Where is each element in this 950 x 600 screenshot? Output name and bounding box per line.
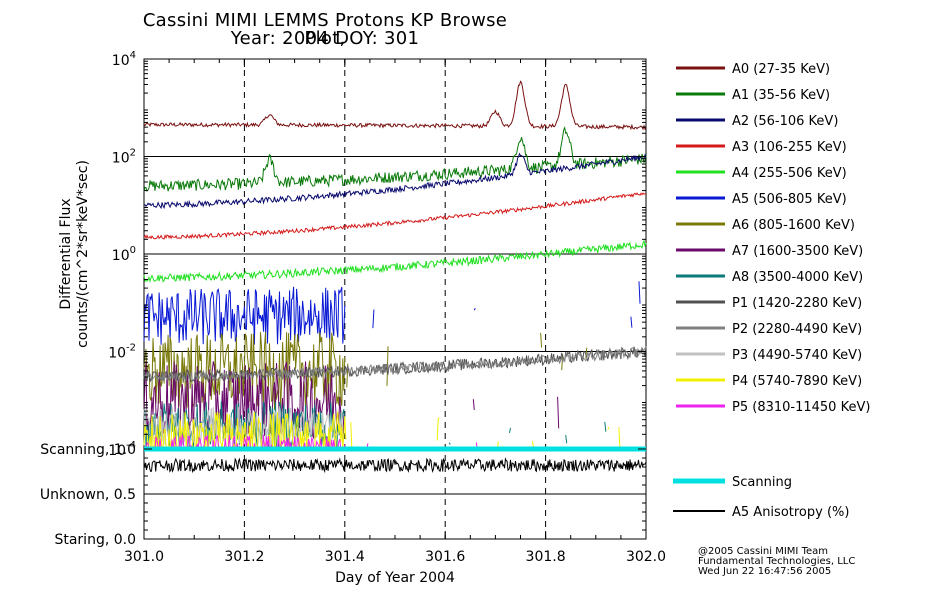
flux-series-line xyxy=(143,80,647,131)
legend-label: P4 (5740-7890 KeV) xyxy=(732,374,862,389)
credit-line1: @2005 Cassini MIMI Team xyxy=(698,546,828,557)
legend: A0 (27-35 KeV) A1 (35-56 KeV) A2 (56-106 K… xyxy=(673,62,870,520)
legend-label: A5 Anisotropy (%) xyxy=(732,505,849,520)
x-tick-label: 301.6 xyxy=(425,549,465,565)
legend-label: A0 (27-35 KeV) xyxy=(732,62,830,77)
legend-label: P5 (8310-11450 KeV) xyxy=(732,400,870,415)
flux-series-line xyxy=(143,346,647,383)
mode-series-group xyxy=(143,446,647,474)
flux-series-line xyxy=(143,239,647,284)
x-tick-label: 301.2 xyxy=(224,549,264,565)
flux-series-group xyxy=(143,80,647,449)
flux-y-ticks: 104 102 100 10-2 10-4 xyxy=(108,50,646,459)
mode-y-tick-label: Scanning, 1.0 xyxy=(40,442,136,458)
x-tick-label: 301.8 xyxy=(526,549,566,565)
flux-series-line xyxy=(143,192,647,240)
chart-title-line2: Year: 2004 DOY: 301 xyxy=(230,28,420,49)
legend-label: A2 (56-106 KeV) xyxy=(732,114,838,129)
x-tick-label: 301.0 xyxy=(124,549,164,565)
flux-series-line xyxy=(143,126,647,192)
y-tick-label: 100 xyxy=(112,245,136,264)
flux-series-line xyxy=(143,281,641,345)
x-ticks: 301.0 301.2 301.4 301.6 301.8 302.0 xyxy=(124,59,666,565)
flux-series-line xyxy=(143,152,647,210)
legend-label: A7 (1600-3500 KeV) xyxy=(732,244,863,259)
legend-label: A8 (3500-4000 KeV) xyxy=(732,270,863,285)
credit-line3: Wed Jun 22 16:47:56 2005 xyxy=(698,566,832,577)
x-axis-label: Day of Year 2004 xyxy=(335,570,455,586)
mode-y-tick-label: Staring, 0.0 xyxy=(54,532,136,548)
flux-horizontal-gridlines xyxy=(144,156,646,495)
legend-label: P2 (2280-4490 KeV) xyxy=(732,322,862,337)
x-tick-label: 301.4 xyxy=(325,549,365,565)
y-axis-label-line2: counts/(cm^2*sr*keV*sec) xyxy=(75,160,91,348)
legend-label: A6 (805-1600 KeV) xyxy=(732,218,855,233)
chart-title-line1: Cassini MIMI LEMMS Protons KP Browse Plo… xyxy=(142,10,508,49)
legend-label: P1 (1420-2280 KeV) xyxy=(732,296,862,311)
x-tick-label: 302.0 xyxy=(626,549,666,565)
mode-y-ticks: Scanning, 1.0 Unknown, 0.5 Staring, 0.0 xyxy=(40,442,646,548)
anisotropy-line xyxy=(143,457,647,474)
legend-label: A4 (255-506 KeV) xyxy=(732,166,847,181)
legend-label: Scanning xyxy=(732,475,792,490)
y-tick-label: 10-2 xyxy=(108,343,136,362)
y-tick-label: 10-4 xyxy=(108,440,136,459)
y-tick-label: 102 xyxy=(112,148,136,167)
y-axis-label-line1: Differential Flux xyxy=(58,198,74,309)
legend-label: P3 (4490-5740 KeV) xyxy=(732,348,862,363)
y-tick-label: 104 xyxy=(112,50,136,69)
legend-label: A5 (506-805 KeV) xyxy=(732,192,847,207)
legend-label: A1 (35-56 KeV) xyxy=(732,88,830,103)
flux-series-line xyxy=(143,347,647,383)
credit-line2: Fundamental Technologies, LLC xyxy=(698,556,856,567)
legend-label: A3 (106-255 KeV) xyxy=(732,140,847,155)
dashed-vertical-gridlines xyxy=(243,59,547,539)
mode-y-tick-label: Unknown, 0.5 xyxy=(40,487,136,503)
